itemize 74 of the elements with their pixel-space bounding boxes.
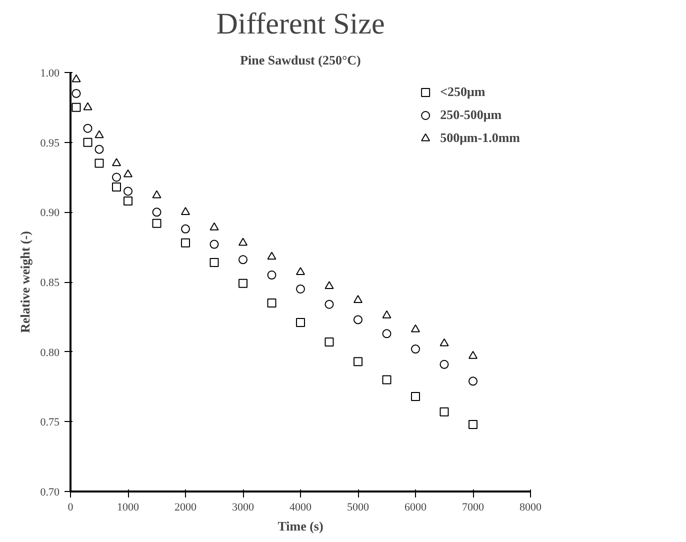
- point: [468, 420, 478, 429]
- point: [267, 252, 276, 260]
- chart-subtitle: Pine Sawdust (250°C): [240, 52, 361, 68]
- y-tick-label: 0.70: [40, 486, 60, 498]
- point: [94, 144, 104, 154]
- legend-label: 250-500μm: [440, 107, 502, 123]
- point: [210, 258, 219, 267]
- point: [354, 315, 362, 324]
- point: [83, 124, 92, 133]
- x-tick-label: 6000: [404, 502, 427, 514]
- point: [296, 284, 305, 294]
- point: [296, 318, 305, 328]
- x-tick-label: 8000: [520, 502, 542, 514]
- point: [468, 376, 478, 386]
- point: [411, 324, 420, 332]
- point: [124, 169, 132, 178]
- x-tick-label: 1000: [117, 502, 140, 514]
- point: [124, 186, 132, 196]
- y-tick-label: 1.00: [40, 68, 60, 80]
- point: [238, 238, 248, 246]
- point: [411, 344, 420, 354]
- point: [112, 172, 121, 182]
- x-tick-label: 3000: [232, 502, 254, 514]
- point: [238, 255, 248, 264]
- point: [210, 222, 219, 230]
- point: [94, 158, 104, 168]
- point: [440, 338, 449, 346]
- x-tick-label: 7000: [462, 502, 484, 514]
- point: [411, 392, 420, 402]
- point: [267, 298, 276, 308]
- point: [324, 300, 334, 309]
- point: [267, 270, 276, 280]
- y-tick-label: 0.90: [40, 207, 60, 220]
- point: [210, 240, 219, 249]
- point: [354, 295, 362, 303]
- point: [112, 182, 121, 192]
- point: [440, 360, 449, 369]
- y-tick-label: 0.95: [40, 137, 60, 150]
- point: [181, 238, 190, 248]
- point: [152, 190, 162, 198]
- legend-label: 500μm-1.0mm: [440, 130, 520, 146]
- y-tick-label: 0.75: [40, 416, 60, 429]
- y-axis-title: Relative weight (-): [17, 231, 32, 333]
- point: [296, 267, 305, 276]
- point: [124, 196, 132, 206]
- point: [440, 407, 449, 416]
- point: [382, 375, 392, 384]
- x-tick-label: 5000: [347, 502, 370, 514]
- legend-label: <250μm: [440, 84, 486, 100]
- point: [181, 224, 190, 234]
- y-tick-label: 0.80: [40, 346, 60, 359]
- point: [152, 218, 162, 228]
- point: [324, 281, 334, 289]
- y-tick-label: 0.85: [40, 277, 60, 289]
- point: [83, 138, 92, 147]
- point: [468, 350, 478, 359]
- chart-title: Different Size: [216, 8, 385, 40]
- point: [238, 278, 248, 288]
- x-tick-label: 0: [68, 502, 74, 514]
- point: [94, 130, 104, 138]
- point: [83, 102, 92, 110]
- point: [181, 207, 190, 215]
- point: [112, 158, 121, 166]
- point: [382, 310, 392, 318]
- point: [72, 102, 81, 112]
- point: [72, 88, 81, 98]
- x-tick-label: 2000: [174, 502, 197, 514]
- point: [354, 357, 362, 366]
- point: [152, 208, 162, 217]
- point: [72, 74, 81, 82]
- x-tick-label: 4000: [290, 502, 312, 514]
- x-axis-title: Time (s): [278, 518, 324, 534]
- point: [382, 329, 392, 338]
- point: [324, 338, 334, 347]
